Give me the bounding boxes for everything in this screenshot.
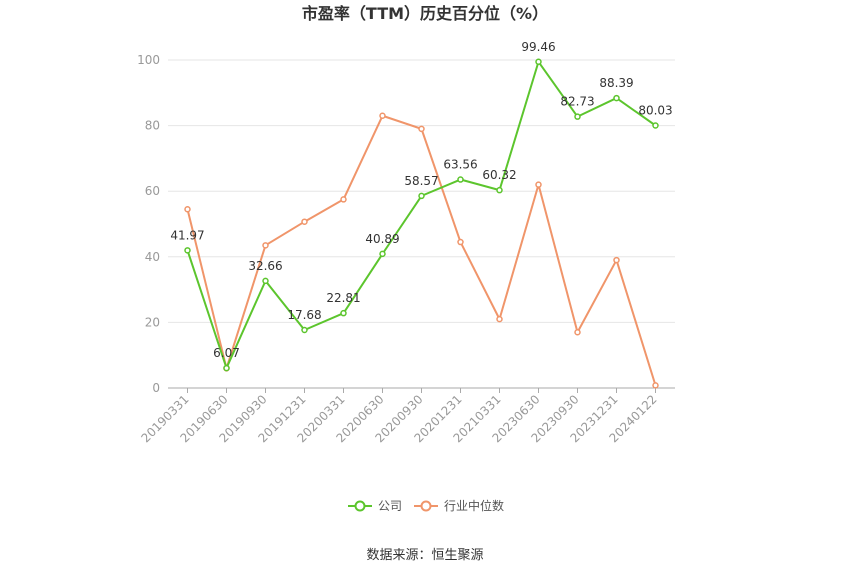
chart-title: 市盈率（TTM）历史百分位（%） bbox=[302, 4, 548, 23]
point-industry-median bbox=[652, 382, 659, 389]
data-source: 数据来源：恒生聚源 bbox=[366, 548, 483, 563]
point-company bbox=[574, 113, 581, 120]
legend-label-industry-median: 行业中位数 bbox=[444, 498, 504, 513]
point-company bbox=[613, 94, 620, 102]
data-label-company: 82.73 bbox=[560, 95, 594, 109]
data-label-company: 63.56 bbox=[443, 158, 477, 172]
legend-item-industry-median[interactable]: 行业中位数 bbox=[414, 498, 504, 513]
legend-marker-company bbox=[354, 500, 366, 512]
legend-label-company: 公司 bbox=[378, 499, 402, 513]
data-label-company: 99.46 bbox=[521, 40, 555, 54]
point-industry-median bbox=[496, 315, 503, 323]
point-company bbox=[223, 364, 230, 372]
point-industry-median bbox=[574, 328, 581, 336]
y-tick-label: 40 bbox=[145, 250, 160, 264]
y-tick-label: 80 bbox=[145, 119, 160, 133]
point-industry-median bbox=[184, 205, 191, 213]
point-company bbox=[340, 309, 347, 317]
point-company bbox=[457, 176, 464, 183]
point-company bbox=[379, 250, 386, 258]
y-tick-label: 100 bbox=[137, 53, 160, 67]
point-company bbox=[418, 192, 425, 200]
point-industry-median bbox=[613, 256, 620, 264]
data-label-company: 60.32 bbox=[482, 168, 516, 182]
data-label-company: 17.68 bbox=[287, 308, 321, 322]
point-company bbox=[184, 247, 191, 254]
series-lines bbox=[186, 60, 657, 386]
point-industry-median bbox=[301, 218, 308, 225]
data-label-company: 41.97 bbox=[170, 228, 204, 242]
data-label-company: 6.07 bbox=[213, 346, 240, 360]
grid bbox=[168, 59, 675, 389]
point-company bbox=[496, 186, 503, 194]
y-axis: 0 20 40 60 80 100 bbox=[137, 53, 160, 395]
point-company bbox=[262, 277, 269, 285]
data-label-company: 80.03 bbox=[638, 104, 672, 118]
point-industry-median bbox=[457, 238, 464, 246]
point-company bbox=[301, 326, 308, 334]
data-label-company: 58.57 bbox=[404, 174, 438, 188]
point-company bbox=[535, 58, 542, 66]
point-industry-median bbox=[262, 242, 269, 249]
point-industry-median bbox=[418, 125, 425, 133]
data-labels: 41.97 6.07 32.66 17.68 22.81 40.89 58.57 63.56 6… bbox=[170, 40, 672, 360]
y-tick-label: 60 bbox=[145, 184, 160, 198]
data-label-company: 40.89 bbox=[365, 232, 399, 246]
point-industry-median bbox=[379, 112, 386, 120]
legend-item-company[interactable]: 公司 bbox=[348, 499, 402, 513]
series-line-industry-median bbox=[186, 114, 657, 386]
legend[interactable]: 公司 行业中位数 bbox=[348, 498, 504, 513]
y-tick-label: 0 bbox=[152, 381, 160, 395]
point-industry-median bbox=[535, 181, 542, 188]
point-company bbox=[652, 122, 659, 129]
x-axis: 2019033120190630201909302019123120200331… bbox=[139, 388, 660, 445]
data-label-company: 22.81 bbox=[326, 291, 360, 305]
y-tick-label: 20 bbox=[145, 315, 160, 329]
data-label-company: 88.39 bbox=[599, 76, 633, 90]
data-label-company: 32.66 bbox=[248, 259, 282, 273]
point-industry-median bbox=[340, 196, 347, 203]
legend-marker-industry-median bbox=[420, 500, 432, 512]
series-points bbox=[184, 58, 659, 389]
